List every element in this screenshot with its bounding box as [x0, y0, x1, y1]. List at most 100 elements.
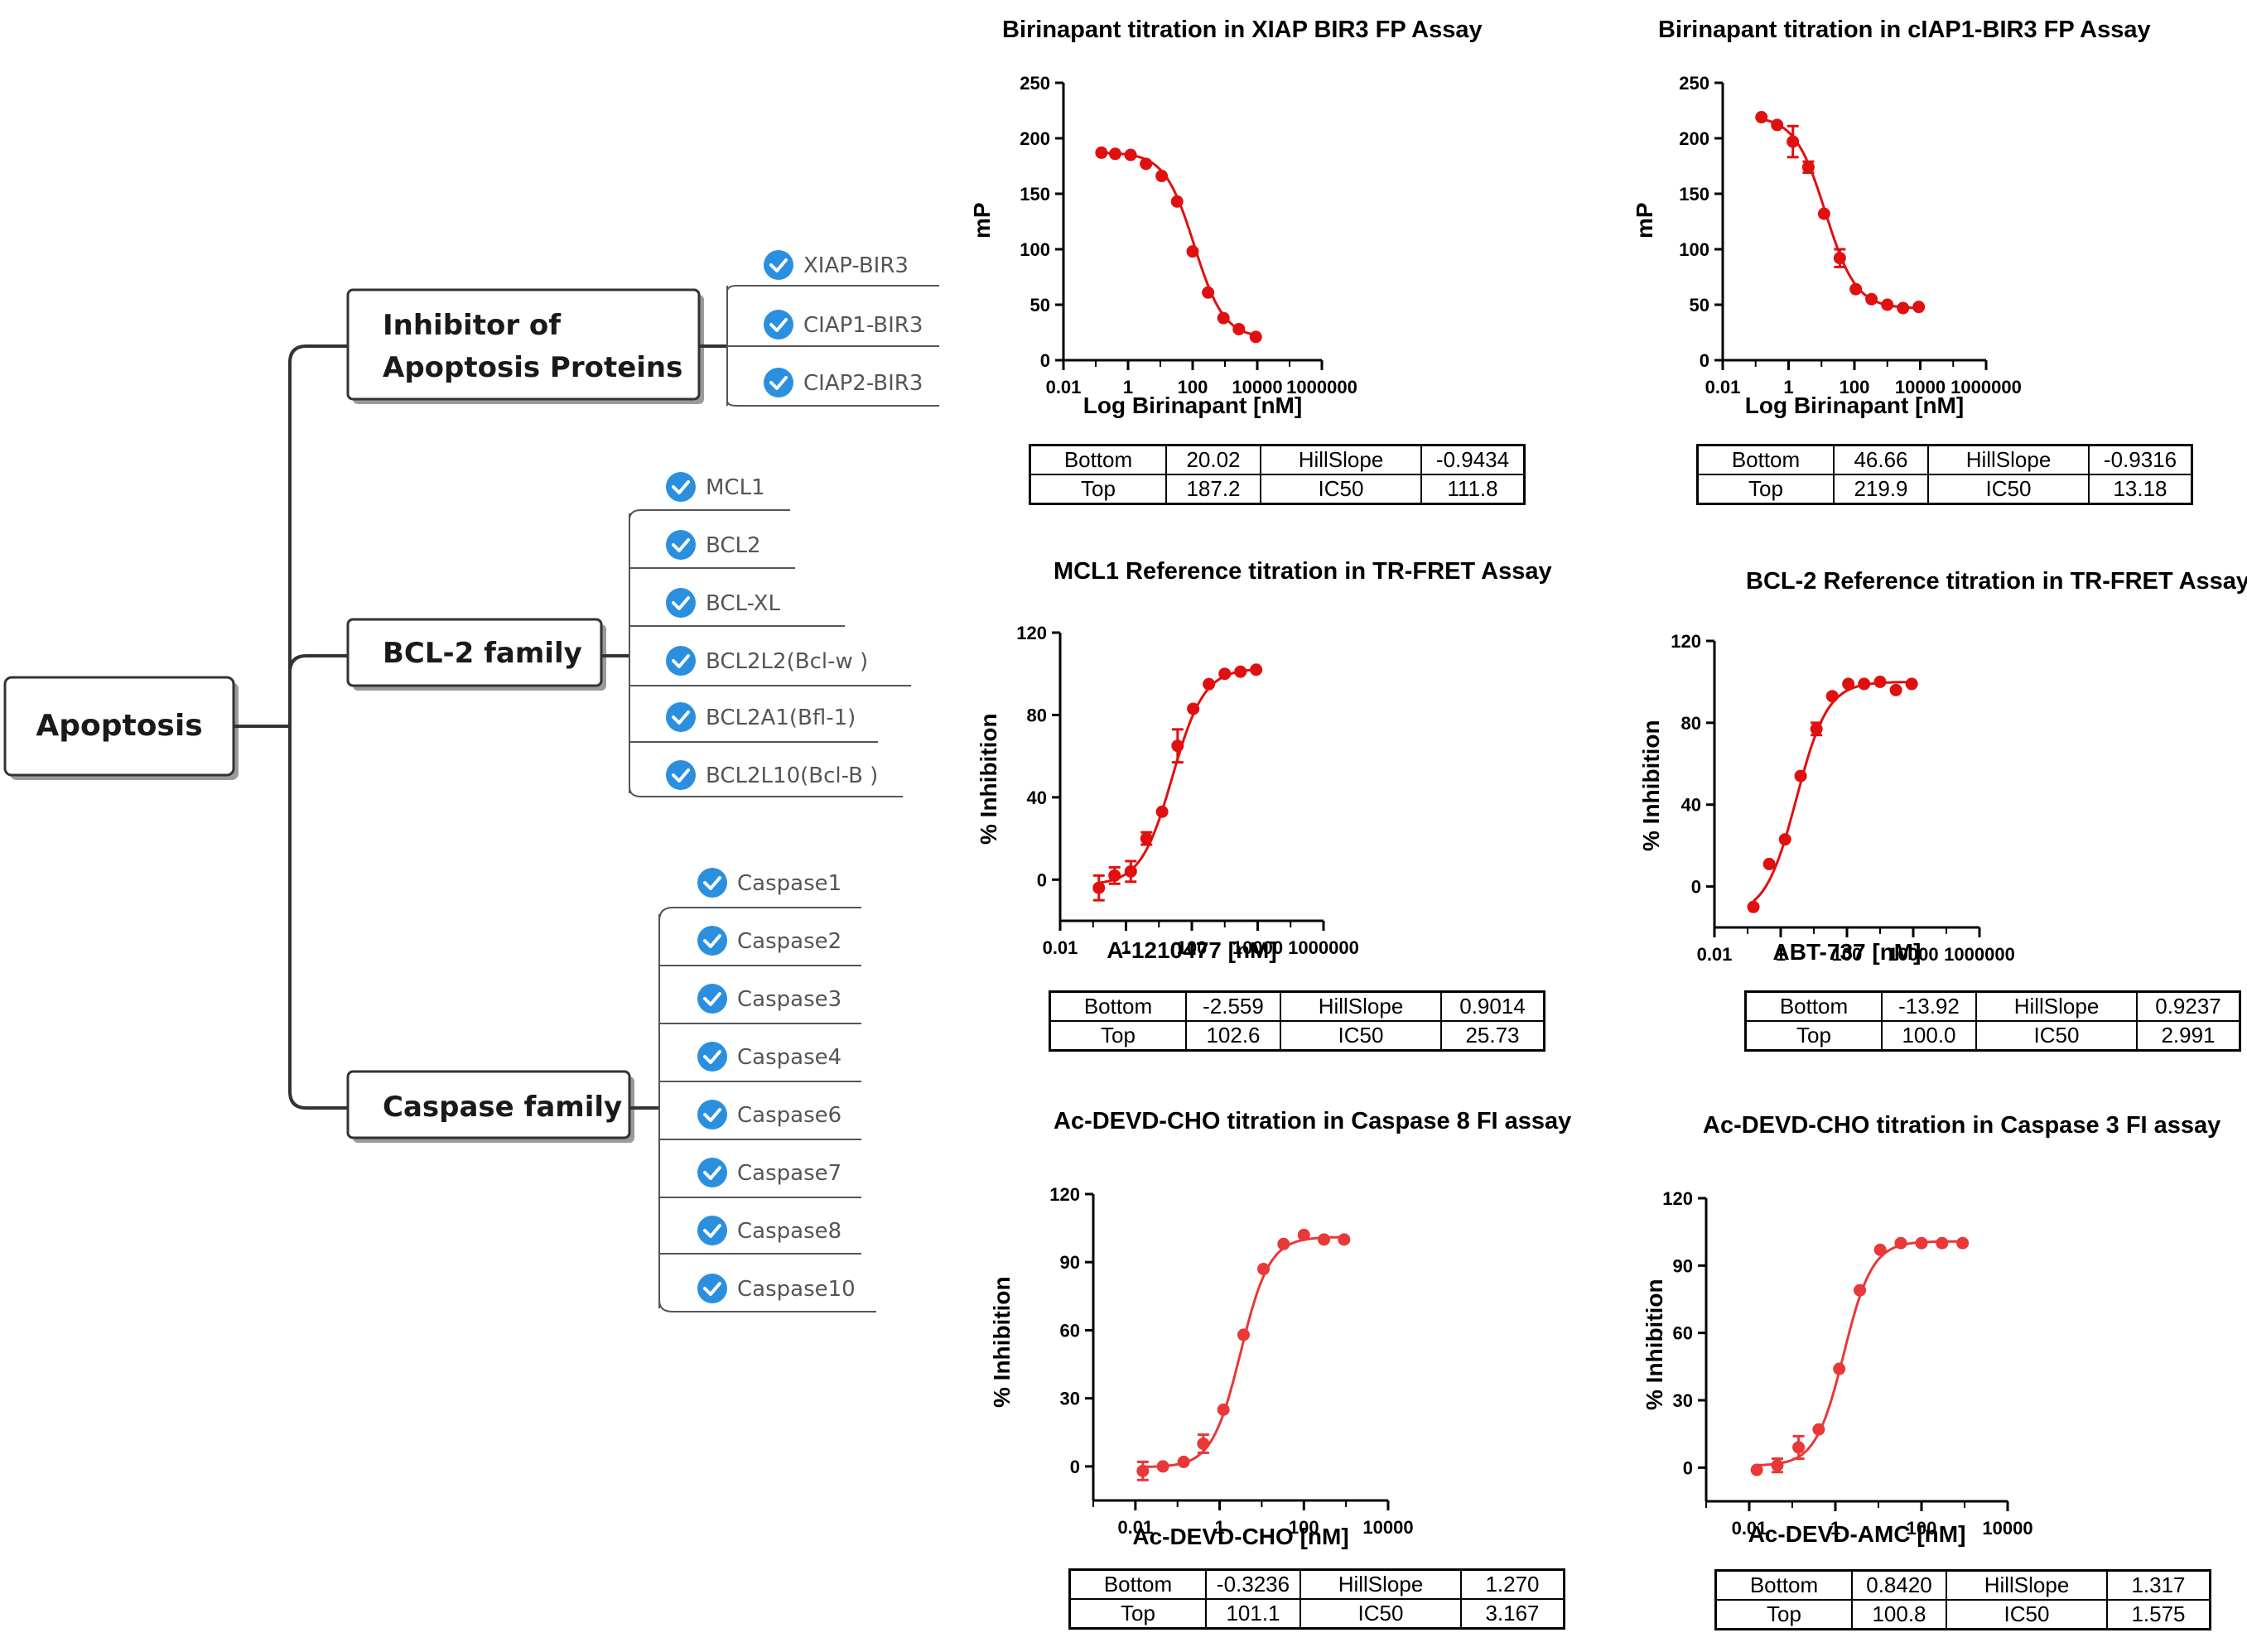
table-cell: IC50: [1260, 474, 1422, 505]
leaf-item[interactable]: BCL2A1(Bfl-1): [666, 702, 856, 732]
leaf-label: XIAP-BIR3: [803, 253, 909, 278]
data-point: [1894, 1236, 1907, 1250]
check-circle-icon: [764, 250, 793, 280]
check-circle-icon: [764, 368, 793, 397]
data-point: [1218, 667, 1232, 681]
leaf-label: Caspase8: [737, 1219, 841, 1244]
y-axis-label: mP: [969, 202, 995, 238]
data-point: [1787, 135, 1800, 148]
leaf-label: Caspase7: [737, 1161, 841, 1186]
table-cell: IC50: [1975, 1020, 2138, 1052]
data-point: [1936, 1236, 1949, 1250]
y-axis-label: % Inhibition: [1642, 1279, 1667, 1410]
data-point: [1794, 769, 1807, 783]
table-row: Bottom 0.8420 HillSlope 1.317: [1714, 1569, 2211, 1601]
y-tick-label: 40: [1027, 787, 1047, 808]
table-row: Bottom -13.92 HillSlope 0.9237: [1744, 990, 2241, 1022]
data-point: [1842, 677, 1855, 691]
leaf-label: BCL-XL: [706, 591, 780, 616]
y-tick-label: 0: [1683, 1457, 1693, 1478]
leaf-item[interactable]: BCL2L2(Bcl-w ): [666, 646, 868, 676]
x-tick-label: 0.01: [1732, 1518, 1767, 1539]
branch-label: BCL-2 family: [383, 637, 582, 670]
check-circle-icon: [697, 926, 727, 956]
leaf-label: Caspase2: [737, 929, 841, 954]
data-point: [1155, 805, 1169, 818]
x-tick-label: 1: [1214, 1517, 1224, 1538]
x-axis-label: ABT-737 [nM]: [1772, 939, 1922, 965]
fit-parameters-table: Bottom 20.02 HillSlope -0.9434 Top 187.2 IC50 1…: [1029, 444, 1526, 505]
root-node[interactable]: Apoptosis: [3, 676, 239, 780]
y-tick-label: 0: [1691, 877, 1701, 898]
dose-response-chart: BCL-2 Reference titration in TR-FRET Ass…: [1623, 555, 2247, 1101]
leaf-item[interactable]: Caspase4: [697, 1042, 841, 1072]
leaf-item[interactable]: Caspase10: [697, 1274, 856, 1303]
table-cell: 1.575: [2106, 1599, 2211, 1630]
data-point: [1865, 292, 1878, 306]
data-point: [1905, 677, 1918, 691]
leaf-label: BCL2: [706, 533, 761, 558]
x-axis-label: Log Birinapant [nM]: [1083, 393, 1303, 418]
leaf-item[interactable]: BCL-XL: [666, 588, 780, 618]
branch-bcl2-family[interactable]: BCL-2 family: [346, 618, 606, 691]
data-point: [1124, 865, 1137, 878]
dose-response-chart: Birinapant titration in XIAP BIR3 FP Ass…: [961, 0, 1590, 547]
x-tick-label: 1: [1123, 377, 1133, 397]
leaf-item[interactable]: Caspase1: [697, 868, 841, 898]
branch-inhibitor-of-apoptosis[interactable]: Inhibitor of Apoptosis Proteins: [346, 288, 704, 404]
data-point: [1202, 286, 1215, 299]
data-point: [1801, 161, 1815, 174]
table-row: Bottom 20.02 HillSlope -0.9434: [1029, 444, 1526, 475]
leaf-item[interactable]: CIAP1-BIR3: [764, 310, 923, 340]
leaf-item[interactable]: XIAP-BIR3: [764, 250, 909, 280]
leaf-item[interactable]: BCL2L10(Bcl-B ): [666, 760, 878, 790]
fit-curve: [1098, 668, 1256, 884]
y-tick-label: 200: [1679, 128, 1709, 149]
x-tick-label: 1000000: [1950, 377, 2022, 397]
check-circle-icon: [666, 760, 696, 790]
chart-title: Ac-DEVD-CHO titration in Caspase 8 FI as…: [1054, 1108, 1572, 1134]
data-point: [1187, 702, 1200, 715]
table-cell: -2.559: [1185, 990, 1281, 1022]
fit-parameters-table: Bottom 0.8420 HillSlope 1.317 Top 100.8 IC50 1.…: [1714, 1569, 2211, 1630]
x-tick-label: 100: [1907, 1518, 1937, 1539]
x-tick-label: 10000: [1362, 1517, 1413, 1538]
branch-caspase-family[interactable]: Caspase family: [346, 1070, 634, 1143]
table-cell: 13.18: [2088, 474, 2193, 505]
y-tick-label: 200: [1020, 128, 1050, 149]
data-point: [1817, 207, 1830, 220]
y-tick-label: 100: [1020, 239, 1050, 260]
leaf-item[interactable]: Caspase7: [697, 1158, 841, 1187]
x-tick-label: 1000000: [1288, 937, 1359, 958]
leaf-item[interactable]: Caspase6: [697, 1100, 841, 1129]
data-point: [1956, 1236, 1970, 1250]
leaf-label: Caspase6: [737, 1103, 841, 1128]
leaf-item[interactable]: Caspase3: [697, 984, 841, 1014]
leaf-item[interactable]: BCL2: [666, 530, 761, 560]
check-circle-icon: [697, 1274, 727, 1303]
leaf-item[interactable]: CIAP2-BIR3: [764, 368, 923, 397]
y-tick-label: 100: [1679, 239, 1709, 260]
table-cell: -13.92: [1881, 990, 1977, 1022]
x-tick-label: 0.01: [1046, 377, 1082, 397]
leaf-item[interactable]: Caspase2: [697, 926, 841, 956]
leaf-item[interactable]: Caspase8: [697, 1216, 841, 1245]
check-circle-icon: [697, 868, 727, 898]
data-point: [1277, 1237, 1290, 1250]
table-cell: HillSlope: [1946, 1569, 2108, 1601]
x-tick-label: 10000: [1888, 944, 1938, 965]
leaf-item[interactable]: MCL1: [666, 472, 765, 502]
data-point: [1755, 111, 1768, 124]
y-tick-label: 50: [1690, 295, 1709, 315]
y-tick-label: 50: [1030, 295, 1050, 315]
table-cell: -0.3236: [1205, 1568, 1301, 1600]
plot-svg: 0 50 100 150 200 250 0.01 1 100 10000 1000000: [1020, 73, 1357, 397]
table-cell: Bottom: [1714, 1569, 1853, 1601]
data-point: [1095, 146, 1108, 159]
y-tick-label: 150: [1679, 184, 1709, 205]
data-point: [1747, 900, 1760, 913]
x-axis-label: A-1210477 [nM]: [1107, 937, 1277, 963]
dose-response-chart: Ac-DEVD-CHO titration in Caspase 3 FI as…: [1623, 1105, 2247, 1652]
chart-title: MCL1 Reference titration in TR-FRET Assa…: [1054, 558, 1552, 585]
branch-label: Caspase family: [383, 1091, 622, 1124]
